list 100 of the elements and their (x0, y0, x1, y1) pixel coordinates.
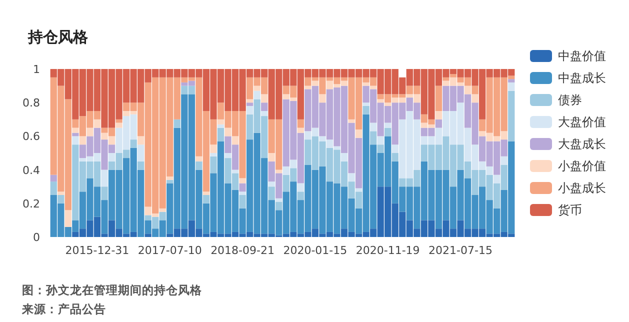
bar (377, 99, 384, 103)
bar (370, 122, 377, 132)
bar (297, 119, 304, 128)
legend-label: 中盘成长 (558, 71, 606, 85)
bar (137, 161, 144, 170)
bar (64, 210, 72, 227)
bar (384, 122, 392, 128)
bar (239, 195, 246, 208)
bar (297, 128, 304, 133)
bar (312, 80, 319, 86)
bar (72, 128, 79, 133)
bar (276, 202, 282, 210)
bar (355, 129, 362, 138)
bar (472, 86, 478, 94)
bar (261, 94, 268, 103)
bar (224, 128, 232, 136)
legend-label: 小盘价值 (558, 159, 606, 173)
bar (137, 144, 144, 162)
bar (166, 176, 174, 180)
x-tick-label: 2015-12-31 (65, 244, 130, 257)
bar (370, 131, 377, 145)
legend-label: 小盘成长 (558, 181, 606, 195)
legend-label: 中盘价值 (558, 49, 606, 63)
bar (217, 128, 224, 142)
bar (246, 99, 254, 103)
bar (50, 174, 57, 182)
bar (362, 106, 370, 114)
bar (464, 86, 472, 94)
bar (210, 144, 217, 153)
bar (450, 74, 457, 78)
bar (174, 119, 180, 128)
bar (435, 111, 442, 120)
bar (261, 111, 268, 116)
bar (239, 183, 246, 192)
bar (217, 119, 224, 124)
y-tick-label: 0.6 (22, 130, 40, 144)
bar (116, 122, 122, 128)
bar (362, 102, 370, 106)
bar (202, 195, 210, 204)
bar (79, 136, 86, 145)
bar (232, 136, 239, 145)
bar (348, 119, 355, 123)
bar (508, 79, 515, 82)
legend-label: 货币 (558, 203, 582, 217)
text: 图：孙文龙在管理期间的持仓风格 (22, 283, 203, 297)
bar (116, 119, 122, 123)
y-tick-label: 0 (33, 231, 40, 244)
bar (268, 182, 275, 187)
y-tick-label: 0.4 (22, 164, 40, 177)
bar (246, 106, 254, 114)
bar (254, 86, 260, 91)
bar (494, 174, 500, 184)
bar (94, 119, 101, 128)
bar (101, 170, 108, 187)
x-tick-label: 2018-09-21 (210, 244, 275, 257)
bar (319, 94, 326, 103)
bar (224, 153, 232, 158)
bar (210, 156, 217, 174)
bar (246, 102, 254, 106)
bar (239, 178, 246, 184)
bar (340, 153, 348, 162)
x-tick-label: 2017-07-10 (138, 244, 202, 257)
bar (130, 140, 137, 148)
bar (268, 186, 275, 200)
bar (508, 90, 515, 142)
bar (137, 136, 144, 145)
bar (86, 128, 94, 136)
bar (101, 186, 108, 200)
bar (297, 192, 304, 200)
bar (202, 192, 210, 195)
bar (442, 77, 450, 81)
bar (196, 156, 202, 162)
bar (261, 102, 268, 111)
bar (384, 102, 392, 106)
bar (144, 234, 152, 237)
bar (210, 153, 217, 156)
bar (72, 136, 79, 145)
bar (108, 153, 116, 162)
bar (239, 192, 246, 195)
legend-label: 债券 (558, 93, 582, 107)
x-tick-label: 2020-11-19 (356, 244, 420, 257)
bar (254, 90, 260, 100)
bar (217, 124, 224, 128)
bar (472, 94, 478, 103)
bar (268, 153, 275, 162)
y-tick-label: 1 (33, 63, 40, 76)
bar (377, 136, 384, 145)
legend-label: 大盘价值 (558, 115, 606, 129)
bar (196, 161, 202, 170)
bar (384, 128, 392, 136)
bar (297, 183, 304, 192)
legend-label: 大盘成长 (558, 137, 606, 151)
chart-title: 持仓风格 (27, 28, 89, 46)
bar (159, 208, 166, 212)
bar (377, 144, 384, 153)
x-tick-label: 2021-07-15 (428, 244, 492, 257)
bar (348, 173, 355, 182)
bar (362, 82, 370, 86)
y-tick-label: 0.8 (22, 96, 40, 110)
bar (508, 82, 515, 91)
